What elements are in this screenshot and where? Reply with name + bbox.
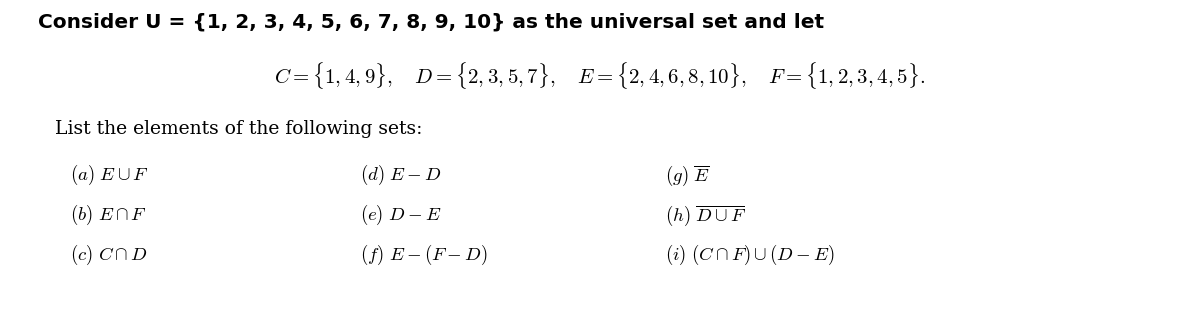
Text: $(h)\ \overline{D\cup F}$: $(h)\ \overline{D\cup F}$	[665, 203, 746, 228]
Text: $(c)\ C\cap D$: $(c)\ C\cap D$	[70, 243, 148, 267]
Text: $(a)\ E\cup F$: $(a)\ E\cup F$	[70, 163, 149, 187]
Text: List the elements of the following sets:: List the elements of the following sets:	[55, 120, 422, 138]
Text: $(b)\ E\cap F$: $(b)\ E\cap F$	[70, 203, 148, 227]
Text: $(i)\ (C\cap F)\cup (D - E)$: $(i)\ (C\cap F)\cup (D - E)$	[665, 243, 835, 267]
Text: $(d)\ E - D$: $(d)\ E - D$	[360, 163, 442, 187]
Text: $(g)\ \overline{E}$: $(g)\ \overline{E}$	[665, 163, 710, 188]
Text: $(e)\ D - E$: $(e)\ D - E$	[360, 203, 442, 227]
Text: $(f)\ E - (F - D)$: $(f)\ E - (F - D)$	[360, 243, 487, 267]
Text: Consider U = {1, 2, 3, 4, 5, 6, 7, 8, 9, 10} as the universal set and let: Consider U = {1, 2, 3, 4, 5, 6, 7, 8, 9,…	[38, 13, 824, 32]
Text: $C = \{1,4,9\},\quad D = \{2,3,5,7\},\quad E = \{2,4,6,8,10\},\quad F = \{1,2,3,: $C = \{1,4,9\},\quad D = \{2,3,5,7\},\qu…	[275, 60, 925, 91]
